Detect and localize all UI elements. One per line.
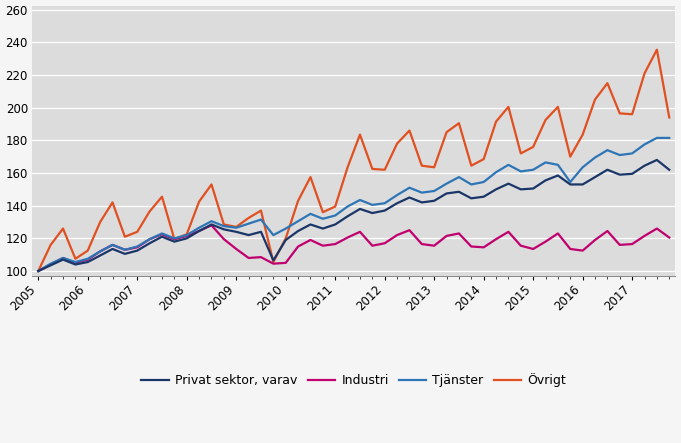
Privat sektor, varav <box>443 191 451 196</box>
Övrigt <box>417 163 426 168</box>
Industri <box>455 231 463 236</box>
Tjänster <box>257 217 265 222</box>
Line: Tjänster: Tjänster <box>38 138 669 271</box>
Privat sektor, varav <box>665 167 674 172</box>
Legend: Privat sektor, varav, Industri, Tjänster, Övrigt: Privat sektor, varav, Industri, Tjänster… <box>136 369 571 392</box>
Privat sektor, varav <box>257 229 265 234</box>
Industri <box>84 257 92 262</box>
Övrigt <box>331 204 339 209</box>
Privat sektor, varav <box>331 222 339 227</box>
Tjänster <box>84 256 92 261</box>
Tjänster <box>665 135 674 140</box>
Tjänster <box>417 190 426 195</box>
Privat sektor, varav <box>653 157 661 163</box>
Övrigt <box>665 115 674 120</box>
Line: Privat sektor, varav: Privat sektor, varav <box>38 160 669 271</box>
Industri <box>34 268 42 274</box>
Industri <box>343 235 351 240</box>
Industri <box>665 235 674 240</box>
Tjänster <box>34 268 42 274</box>
Övrigt <box>443 129 451 135</box>
Privat sektor, varav <box>417 200 426 205</box>
Privat sektor, varav <box>84 260 92 265</box>
Privat sektor, varav <box>34 268 42 274</box>
Industri <box>628 241 636 247</box>
Tjänster <box>443 181 451 187</box>
Privat sektor, varav <box>616 172 624 177</box>
Övrigt <box>257 208 265 213</box>
Line: Industri: Industri <box>38 225 669 271</box>
Tjänster <box>616 152 624 158</box>
Övrigt <box>653 47 661 52</box>
Line: Övrigt: Övrigt <box>38 50 669 271</box>
Industri <box>208 223 216 228</box>
Industri <box>269 261 277 266</box>
Övrigt <box>616 111 624 116</box>
Övrigt <box>34 268 42 274</box>
Tjänster <box>653 135 661 140</box>
Tjänster <box>331 213 339 218</box>
Övrigt <box>84 248 92 253</box>
Industri <box>430 243 439 249</box>
